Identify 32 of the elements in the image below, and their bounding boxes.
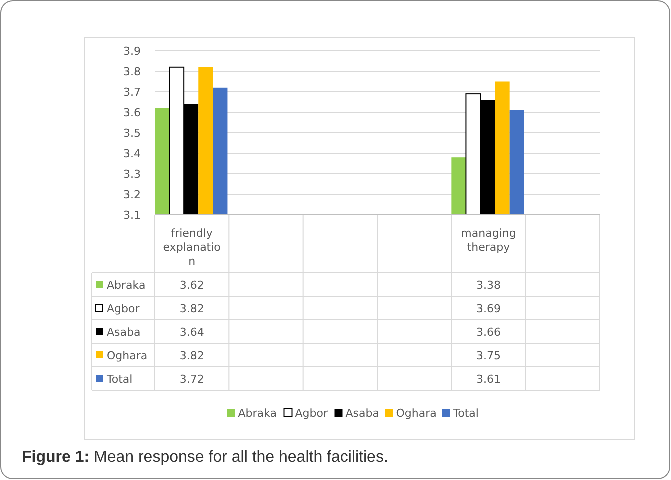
y-tick-label: 3.7 bbox=[124, 86, 141, 99]
data-label: 3.64 bbox=[180, 326, 204, 339]
y-tick-label: 3.5 bbox=[124, 127, 141, 140]
data-label: 3.61 bbox=[476, 373, 501, 386]
legend-label: Agbor bbox=[107, 302, 140, 316]
data-label: 3.69 bbox=[476, 302, 501, 316]
data-label: 3.66 bbox=[476, 326, 501, 339]
text: Abraka bbox=[238, 407, 277, 420]
data-label: 3.75 bbox=[476, 350, 501, 362]
legend-label: Oghara bbox=[107, 350, 148, 362]
x-tick-label: friendly explanation bbox=[163, 227, 222, 268]
y-tick-label: 3.3 bbox=[124, 168, 141, 181]
legend-label: Total bbox=[106, 373, 133, 386]
data-label: 3.82 bbox=[180, 302, 204, 316]
y-tick-label: 3.6 bbox=[124, 106, 141, 120]
y-tick-label: 3.8 bbox=[124, 66, 141, 78]
caption: Figure 1: Mean response for all the health facilities. bbox=[22, 449, 388, 466]
data-label: 3.82 bbox=[180, 350, 204, 362]
data-label: 3.62 bbox=[180, 279, 204, 292]
text: Agbor bbox=[295, 407, 328, 420]
data-label: 3.38 bbox=[476, 279, 501, 292]
y-tick-label: 3.1 bbox=[124, 209, 141, 222]
x-tick-label: managing therapy bbox=[461, 227, 516, 254]
y-tick-label: 3.4 bbox=[124, 148, 141, 160]
text: Total bbox=[453, 407, 479, 420]
text: Oghara bbox=[396, 407, 437, 420]
y-tick-label: 3.9 bbox=[124, 45, 141, 58]
legend-label: Asaba bbox=[107, 326, 141, 339]
y-tick-label: 3.2 bbox=[124, 188, 141, 202]
text: Asaba bbox=[346, 407, 380, 420]
legend-label: Abraka bbox=[107, 279, 146, 292]
data-label: 3.72 bbox=[180, 373, 204, 386]
